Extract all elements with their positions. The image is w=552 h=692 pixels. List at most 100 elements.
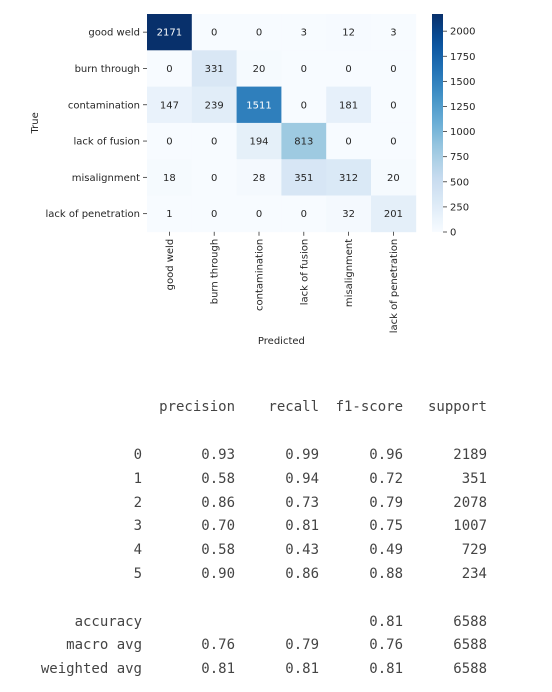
heatmap-cell [371, 122, 417, 160]
row-precision: 0.86 [201, 495, 235, 511]
heatmap-cell [281, 14, 327, 51]
heatmap-cell [236, 14, 282, 51]
heatmap-cell [236, 195, 282, 233]
cell-value-label: 32 [342, 209, 355, 220]
row-support: 6588 [453, 661, 487, 677]
row-label: 3 [133, 518, 142, 534]
cell-value-label: 147 [160, 100, 179, 111]
heatmap-cell [281, 86, 327, 124]
row-support: 6588 [453, 637, 487, 653]
row-precision: 0.93 [201, 447, 235, 463]
cell-value-label: 239 [205, 100, 224, 111]
cell-value-label: 0 [211, 173, 217, 184]
cell-value-label: 12 [342, 28, 355, 39]
heatmap-cell [371, 195, 417, 233]
y-tick-label: misalignment [72, 173, 140, 184]
cell-value-label: 0 [301, 100, 307, 111]
heatmap-cell [281, 50, 327, 87]
row-f1: 0.81 [369, 661, 403, 677]
row-f1: 0.79 [369, 495, 403, 511]
row-f1: 0.49 [369, 542, 403, 558]
cell-value-label: 20 [387, 173, 400, 184]
cell-value-label: 18 [163, 173, 176, 184]
cell-value-label: 0 [390, 64, 396, 75]
row-support: 2189 [453, 447, 487, 463]
heatmap-cell [371, 159, 417, 196]
heatmap-cell [371, 50, 417, 87]
heatmap-cell [191, 50, 237, 87]
row-recall: 0.86 [285, 566, 319, 582]
heatmap-cell [147, 159, 193, 196]
colorbar-tick-label: 0 [450, 228, 456, 239]
row-precision: 0.90 [201, 566, 235, 582]
heatmap-cell [147, 195, 193, 233]
cell-value-label: 1511 [246, 100, 271, 111]
heatmap-cell [191, 86, 237, 124]
heatmap-cell [326, 50, 372, 87]
heatmap-cell [236, 86, 282, 124]
x-tick-label: lack of penetration [389, 239, 400, 333]
cell-value-label: 0 [166, 137, 172, 148]
y-tick-label: good weld [88, 28, 140, 39]
cell-value-label: 351 [294, 173, 313, 184]
cell-value-label: 0 [390, 137, 396, 148]
row-support: 351 [461, 471, 487, 487]
heatmap-cell [191, 122, 237, 160]
row-support: 1007 [453, 518, 487, 534]
cell-value-label: 181 [339, 100, 358, 111]
cell-value-label: 331 [205, 64, 224, 75]
row-f1: 0.75 [369, 518, 403, 534]
heatmap-cell [326, 86, 372, 124]
x-tick-label: good weld [165, 239, 176, 291]
row-label: 4 [133, 542, 142, 558]
x-axis-label: Predicted [258, 336, 305, 347]
colorbar-tick-label: 1250 [450, 102, 475, 113]
heatmap-cell [236, 159, 282, 196]
y-tick-label: burn through [75, 64, 140, 75]
row-recall: 0.94 [285, 471, 319, 487]
colorbar-tick-label: 250 [450, 202, 469, 213]
row-support: 234 [461, 566, 487, 582]
cell-value-label: 0 [166, 64, 172, 75]
heatmap-cell [326, 159, 372, 196]
colorbar-tick-label: 1000 [450, 127, 475, 138]
heatmap-cell [371, 86, 417, 124]
row-f1: 0.81 [369, 614, 403, 630]
row-label: 5 [133, 566, 142, 582]
cell-value-label: 0 [211, 137, 217, 148]
heatmap-cell [147, 14, 193, 51]
row-label: macro avg [66, 637, 142, 653]
heatmap-cell [371, 14, 417, 51]
colorbar-tick-label: 500 [450, 177, 469, 188]
row-support: 6588 [453, 614, 487, 630]
y-tick-label: lack of penetration [46, 209, 141, 220]
row-recall: 0.73 [285, 495, 319, 511]
colorbar-tick-label: 2000 [450, 27, 475, 38]
row-f1: 0.96 [369, 447, 403, 463]
heatmap-cell [236, 122, 282, 160]
header-precision: precision [159, 399, 235, 415]
heatmap-cell [191, 159, 237, 196]
y-tick-label: lack of fusion [74, 137, 141, 148]
cell-value-label: 0 [256, 28, 262, 39]
row-label: 2 [133, 495, 142, 511]
heatmap-cell [326, 195, 372, 233]
colorbar-tick-label: 750 [450, 152, 469, 163]
y-axis-label: True [30, 112, 41, 134]
row-support: 729 [461, 542, 487, 558]
cell-value-label: 0 [211, 209, 217, 220]
row-recall: 0.81 [285, 661, 319, 677]
cell-value-label: 0 [345, 137, 351, 148]
cell-value-label: 0 [211, 28, 217, 39]
heatmap-cell [147, 122, 193, 160]
cell-value-label: 20 [253, 64, 266, 75]
header-recall: recall [268, 399, 319, 415]
header-f1-score: f1-score [335, 399, 403, 415]
heatmap-cell [326, 14, 372, 51]
cell-value-label: 0 [301, 209, 307, 220]
cell-value-label: 0 [301, 64, 307, 75]
row-recall: 0.43 [285, 542, 319, 558]
heatmap-cell [281, 159, 327, 196]
row-precision: 0.76 [201, 637, 235, 653]
row-recall: 0.99 [285, 447, 319, 463]
